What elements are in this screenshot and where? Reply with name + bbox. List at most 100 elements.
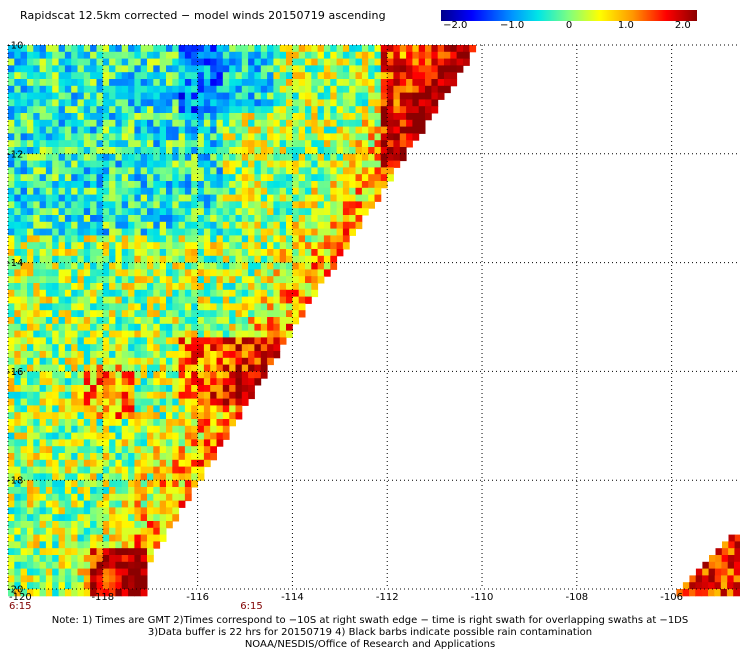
data-cell: [241, 133, 249, 141]
data-cell: [45, 255, 53, 264]
data-cell: [267, 153, 274, 162]
data-cell: [52, 466, 59, 474]
data-cell: [115, 92, 123, 100]
data-cell: [191, 147, 198, 155]
data-cell: [14, 72, 22, 80]
data-cell: [229, 317, 236, 325]
data-cell: [96, 412, 104, 420]
data-cell: [216, 310, 224, 318]
data-cell: [64, 140, 72, 148]
data-cell: [203, 432, 211, 440]
data-cell: [349, 72, 356, 80]
data-cell: [45, 534, 53, 542]
data-cell: [33, 493, 41, 502]
data-cell: [45, 493, 53, 502]
data-cell: [191, 269, 198, 277]
data-cell: [172, 113, 180, 121]
data-cell: [140, 153, 148, 162]
data-cell: [727, 561, 735, 570]
data-cell: [203, 262, 211, 270]
data-cell: [311, 72, 319, 80]
data-cell: [191, 249, 198, 257]
data-cell: [336, 133, 344, 141]
data-cell: [64, 378, 72, 386]
data-cell: [140, 235, 148, 243]
data-cell: [267, 51, 274, 60]
data-cell: [216, 242, 224, 250]
data-cell: [140, 378, 148, 386]
data-cell: [425, 92, 432, 100]
data-cell: [83, 453, 91, 461]
data-cell: [102, 582, 110, 590]
data-cell: [33, 534, 41, 542]
data-cell: [90, 521, 97, 529]
data-cell: [102, 249, 110, 257]
data-cell: [184, 371, 192, 379]
data-cell: [20, 181, 28, 189]
data-cell: [8, 283, 15, 291]
data-cell: [77, 255, 85, 264]
data-cell: [77, 521, 85, 529]
data-cell: [406, 58, 413, 66]
data-cell: [52, 119, 59, 128]
data-cell: [64, 521, 72, 529]
data-cell: [254, 269, 262, 277]
data-cell: [147, 330, 154, 338]
data-cell: [8, 221, 15, 230]
data-cell: [115, 425, 123, 434]
data-cell: [147, 500, 154, 508]
data-cell: [20, 235, 28, 243]
data-cell: [323, 221, 331, 230]
data-cell: [20, 242, 28, 250]
data-cell: [71, 391, 78, 400]
data-cell: [260, 194, 268, 202]
data-cell: [128, 357, 135, 366]
data-cell: [406, 51, 413, 60]
data-cell: [387, 126, 394, 134]
data-cell: [102, 310, 110, 318]
data-cell: [254, 194, 262, 202]
data-cell: [191, 480, 198, 488]
data-cell: [368, 133, 375, 141]
data-cell: [71, 405, 78, 413]
data-cell: [191, 303, 198, 311]
data-cell: [27, 208, 34, 216]
data-cell: [235, 412, 243, 420]
data-cell: [147, 473, 154, 481]
data-cell: [102, 453, 110, 461]
data-cell: [14, 140, 22, 148]
data-cell: [77, 357, 85, 366]
data-cell: [147, 357, 154, 366]
data-cell: [147, 534, 154, 542]
data-cell: [279, 323, 287, 332]
data-cell: [222, 215, 230, 223]
data-cell: [64, 453, 72, 461]
data-cell: [83, 425, 91, 434]
data-cell: [58, 160, 66, 168]
data-cell: [311, 65, 319, 73]
data-cell: [191, 439, 198, 447]
data-cell: [33, 561, 41, 570]
data-cell: [128, 323, 135, 332]
data-cell: [317, 45, 325, 53]
data-cell: [58, 514, 66, 522]
data-cell: [8, 527, 15, 536]
data-cell: [8, 432, 15, 440]
data-cell: [140, 242, 148, 250]
data-cell: [20, 303, 28, 311]
data-cell: [121, 99, 129, 107]
data-cell: [197, 147, 205, 155]
data-cell: [323, 133, 331, 141]
data-cell: [64, 119, 72, 128]
data-cell: [90, 235, 97, 243]
data-cell: [159, 249, 167, 257]
data-cell: [134, 153, 142, 162]
data-cell: [260, 317, 268, 325]
data-cell: [153, 228, 161, 236]
data-cell: [71, 419, 78, 427]
data-cell: [286, 187, 293, 196]
data-cell: [134, 45, 142, 53]
data-cell: [349, 187, 356, 196]
data-cell: [64, 561, 72, 570]
data-cell: [260, 228, 268, 236]
